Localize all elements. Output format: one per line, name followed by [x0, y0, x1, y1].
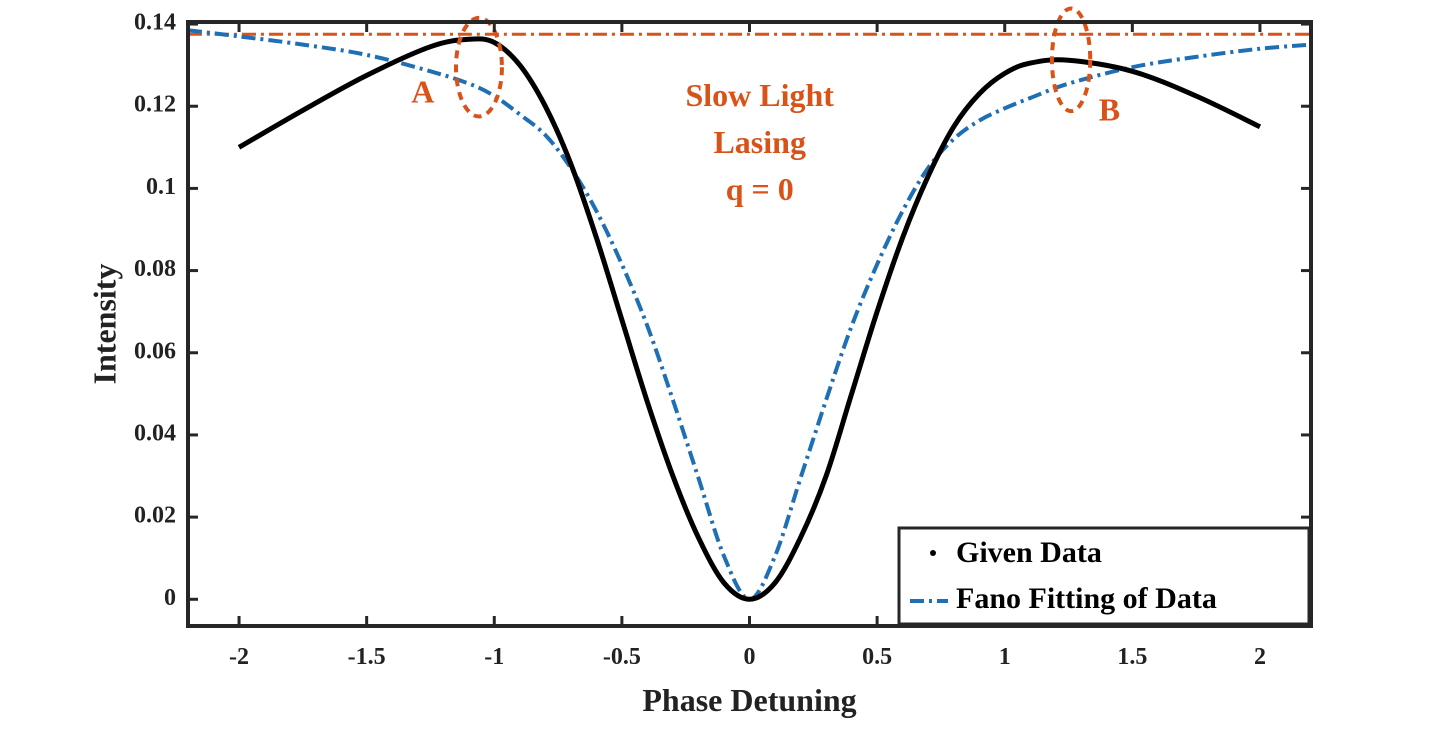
y-tick-label: 0.04: [134, 420, 176, 446]
y-tick-label: 0.06: [134, 338, 176, 364]
series-line-0: [237, 36, 1262, 602]
legend: Given Data Fano Fitting of Data: [897, 526, 1311, 626]
curves-layer: [188, 28, 1311, 602]
x-axis-title: Phase Detuning: [642, 682, 856, 718]
annotation-0: Slow Light: [685, 77, 834, 113]
tick-labels-layer: -2 -1.5 -1 -0.5 0 0.5 1 1.5 2 0 0.02 0.04 0.06 0.08 0.…: [134, 10, 1266, 670]
annotation-3: A: [411, 73, 434, 109]
x-tick-label: -0.5: [603, 644, 641, 670]
annotation-1: Lasing: [713, 124, 805, 160]
x-tick-label: 1: [999, 644, 1011, 670]
y-tick-label: 0.1: [146, 174, 176, 200]
series-line-1: [188, 28, 1311, 602]
x-tick-label: 2: [1254, 644, 1266, 670]
x-tick-label: -1.5: [348, 644, 386, 670]
highlight-ellipses: [453, 6, 1093, 119]
x-tick-label: -1: [484, 644, 504, 670]
annotation-4: B: [1099, 92, 1120, 128]
y-tick-label: 0: [164, 585, 176, 611]
highlight-ellipse-1: [1049, 6, 1093, 114]
legend-label: Fano Fitting of Data: [956, 582, 1217, 615]
x-tick-label: 1.5: [1117, 644, 1147, 670]
y-tick-label: 0.08: [134, 256, 176, 282]
highlight-ellipse-0: [453, 15, 504, 119]
x-tick-label: 0.5: [862, 644, 892, 670]
y-tick-label: 0.14: [134, 10, 176, 36]
annotations-layer: Slow Light Lasing q = 0 A B: [411, 73, 1120, 206]
x-tick-label: -2: [229, 644, 249, 670]
legend-label: Given Data: [956, 536, 1102, 569]
annotation-2: q = 0: [726, 171, 794, 207]
y-tick-label: 0.02: [134, 503, 176, 529]
x-tick-label: 0: [744, 644, 756, 670]
y-tick-label: 0.12: [134, 92, 176, 118]
legend-box: [897, 526, 1311, 626]
y-axis-title: Intensity: [86, 264, 122, 385]
legend-marker-dot: [930, 550, 936, 556]
